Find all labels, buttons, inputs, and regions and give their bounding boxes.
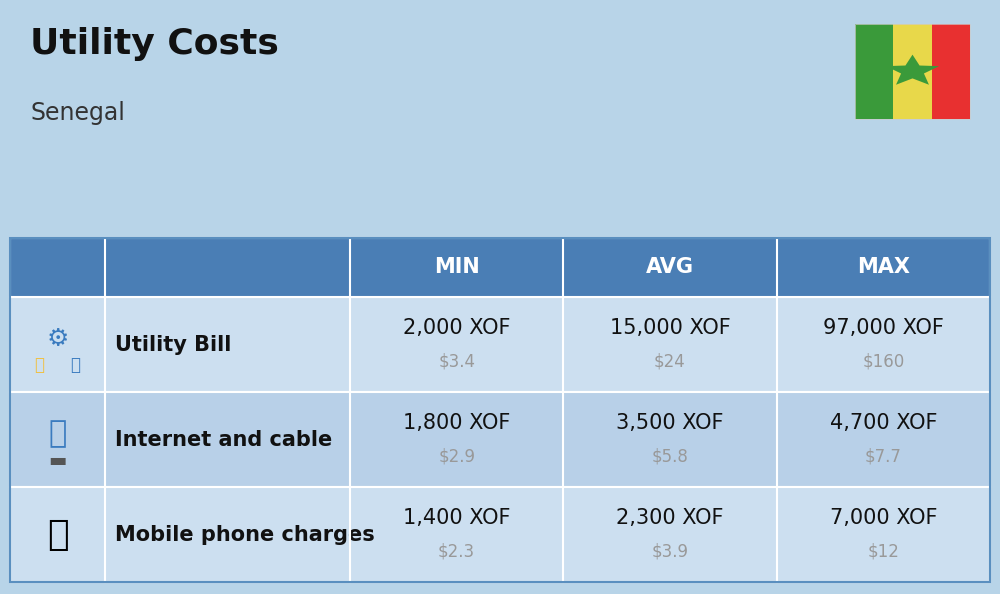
Text: 1,400 XOF: 1,400 XOF <box>403 508 510 528</box>
Text: $24: $24 <box>654 352 686 370</box>
Text: $2.3: $2.3 <box>438 542 475 560</box>
Text: 7,000 XOF: 7,000 XOF <box>830 508 937 528</box>
Text: 📱: 📱 <box>47 517 68 552</box>
Text: 97,000 XOF: 97,000 XOF <box>823 318 944 338</box>
Text: 2,000 XOF: 2,000 XOF <box>403 318 510 338</box>
Text: 1,800 XOF: 1,800 XOF <box>403 413 510 433</box>
Text: 💧: 💧 <box>70 356 80 374</box>
Text: 2,300 XOF: 2,300 XOF <box>616 508 724 528</box>
Text: 3,500 XOF: 3,500 XOF <box>616 413 724 433</box>
Text: 4,700 XOF: 4,700 XOF <box>830 413 937 433</box>
Text: $2.9: $2.9 <box>438 447 475 465</box>
Text: Mobile phone charges: Mobile phone charges <box>115 525 375 545</box>
Text: 15,000 XOF: 15,000 XOF <box>610 318 730 338</box>
Text: ⚙: ⚙ <box>46 327 69 350</box>
Text: $7.7: $7.7 <box>865 447 902 465</box>
Text: MIN: MIN <box>434 257 480 277</box>
Text: 📡: 📡 <box>48 419 67 448</box>
Text: AVG: AVG <box>646 257 694 277</box>
Text: Senegal: Senegal <box>30 101 125 125</box>
Text: MAX: MAX <box>857 257 910 277</box>
Text: Internet and cable: Internet and cable <box>115 429 332 450</box>
Text: $12: $12 <box>867 542 899 560</box>
Text: $5.8: $5.8 <box>652 447 688 465</box>
Text: Utility Costs: Utility Costs <box>30 27 279 61</box>
Text: $3.9: $3.9 <box>651 542 688 560</box>
Text: 🔌: 🔌 <box>34 356 44 374</box>
Text: $160: $160 <box>862 352 904 370</box>
Text: ▬: ▬ <box>48 451 67 470</box>
Text: Utility Bill: Utility Bill <box>115 334 231 355</box>
Text: $3.4: $3.4 <box>438 352 475 370</box>
